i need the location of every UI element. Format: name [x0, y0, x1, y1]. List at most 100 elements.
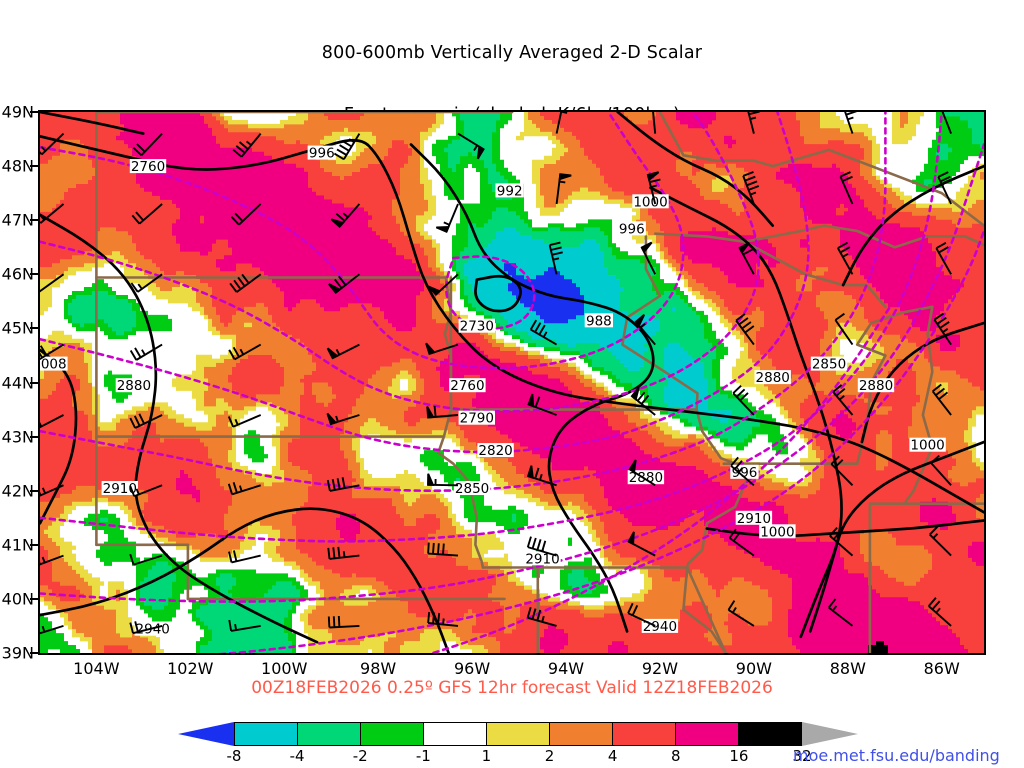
credit-url[interactable]: moe.met.fsu.edu/banding	[793, 746, 1000, 765]
wind-barb-full	[337, 546, 341, 558]
wind-barb-full	[738, 317, 749, 326]
wind-barb-full	[937, 171, 949, 178]
wind-barb-full	[437, 543, 440, 555]
wind-barb-full	[830, 455, 840, 465]
wind-barb-full	[437, 612, 441, 625]
wind-barb-half	[41, 556, 46, 563]
wind-barb-full	[829, 526, 838, 537]
wind-barb-full	[227, 483, 234, 495]
wind-barb-full	[534, 396, 541, 408]
contour-labels: 1008 996 992 988 1000 996 996 1000 1000 2760 2730 2…	[40, 145, 946, 638]
wind-barb-shaft	[40, 624, 64, 635]
lat-tick-label: 42N	[1, 481, 34, 501]
wind-barb-half	[749, 116, 757, 121]
wind-barb-half	[831, 605, 838, 612]
wind-barb-full	[531, 537, 537, 549]
contour-label-background	[40, 356, 68, 371]
wind-barb-half	[552, 257, 560, 261]
wind-barb-half	[141, 349, 146, 356]
wind-barb-full	[933, 312, 945, 321]
wind-barb-full	[735, 313, 746, 322]
wind-barb-shaft	[555, 112, 563, 134]
height-contour-line	[444, 255, 536, 330]
contour-label: 2940	[643, 619, 677, 635]
wind-barb-half	[239, 348, 245, 355]
wind-barb-full	[929, 526, 939, 536]
wind-barb-pennant	[527, 393, 535, 408]
colorbar-swatch	[613, 723, 676, 745]
lat-tick-label: 41N	[1, 535, 34, 555]
wind-barb-full	[237, 276, 246, 287]
wind-barb-full	[549, 241, 561, 247]
wind-barb-full	[744, 325, 755, 334]
mslp-contour-line	[40, 213, 319, 644]
wind-barb-full	[233, 279, 242, 290]
colorbar-tick-label: -2	[352, 747, 368, 765]
border-line	[658, 112, 774, 168]
wind-barb-full	[531, 608, 537, 620]
lat-tick-label: 47N	[1, 210, 34, 230]
wind-barb-full	[433, 405, 437, 417]
mslp-contour-line	[474, 274, 522, 313]
colorbar-tick-label: 32	[792, 747, 812, 765]
wind-barb-half	[541, 615, 545, 623]
colorbar-swatch	[235, 723, 298, 745]
contour-label: 996	[619, 221, 645, 237]
wind-barb-full	[936, 316, 947, 325]
wind-barb-full	[631, 604, 639, 616]
wind-barb-shaft	[40, 414, 64, 429]
colorbar-over-arrow	[802, 722, 858, 746]
contour-label: 1000	[910, 438, 944, 454]
contour-label: 2790	[460, 411, 494, 427]
wind-barb-full	[129, 350, 138, 361]
wind-barb-full	[636, 391, 646, 402]
lat-tick-mark	[30, 327, 38, 330]
lon-tick-label: 88W	[829, 659, 866, 678]
colorbar-under-arrow	[178, 722, 234, 746]
wind-barb-full	[534, 322, 542, 333]
contour-label: 2910	[737, 511, 771, 527]
colorbar-tick-label: 1	[481, 747, 492, 765]
wind-barb-full	[727, 600, 736, 611]
contour-label-background	[307, 145, 336, 160]
wind-barb-half	[847, 116, 854, 121]
contour-label-background	[810, 356, 848, 371]
wind-barb-half	[473, 144, 479, 152]
wind-barb-full	[834, 312, 845, 321]
wind-barb-half	[335, 348, 341, 356]
wind-barb-full	[40, 421, 43, 427]
mslp-contour-line	[40, 134, 984, 514]
wind-barb-half	[842, 253, 849, 258]
shade-region	[868, 641, 888, 653]
wind-barb-shaft	[40, 273, 65, 293]
wind-barb-full	[336, 478, 341, 490]
wind-barb-full	[927, 597, 937, 607]
wind-barb-full	[730, 456, 739, 467]
contour-label-background	[477, 443, 514, 458]
contour-label-background	[584, 313, 613, 328]
wind-barb-full	[742, 248, 754, 256]
wind-barb-pennant	[426, 406, 435, 419]
mslp-contour-line	[649, 186, 843, 639]
mslp-contour-line	[841, 164, 984, 287]
wind-barb-pennant	[526, 465, 534, 480]
wind-barb-pennant	[427, 285, 442, 296]
wind-barb-full	[840, 171, 851, 178]
wind-barb-shaft	[834, 319, 854, 346]
lon-tick-label: 98W	[360, 659, 397, 678]
wind-barb-shaft	[41, 132, 65, 156]
wind-barb-full	[839, 246, 851, 254]
contour-label-background	[857, 378, 895, 393]
wind-barb-full	[336, 148, 347, 156]
map-plot-area[interactable]: 1008 996 992 988 1000 996 996 1000 1000 2760 2730 2…	[38, 110, 986, 655]
wind-barb-full	[132, 147, 143, 156]
wind-barb-full	[138, 413, 145, 425]
contour-label: 1000	[633, 194, 667, 210]
wind-barb-pennant	[328, 283, 342, 295]
contour-label-background	[730, 464, 759, 479]
wind-barb-half	[539, 473, 543, 481]
lat-tick-mark	[30, 165, 38, 168]
mslp-contours	[40, 112, 984, 653]
wind-barb-full	[129, 553, 135, 565]
wind-barb-full	[228, 551, 233, 563]
